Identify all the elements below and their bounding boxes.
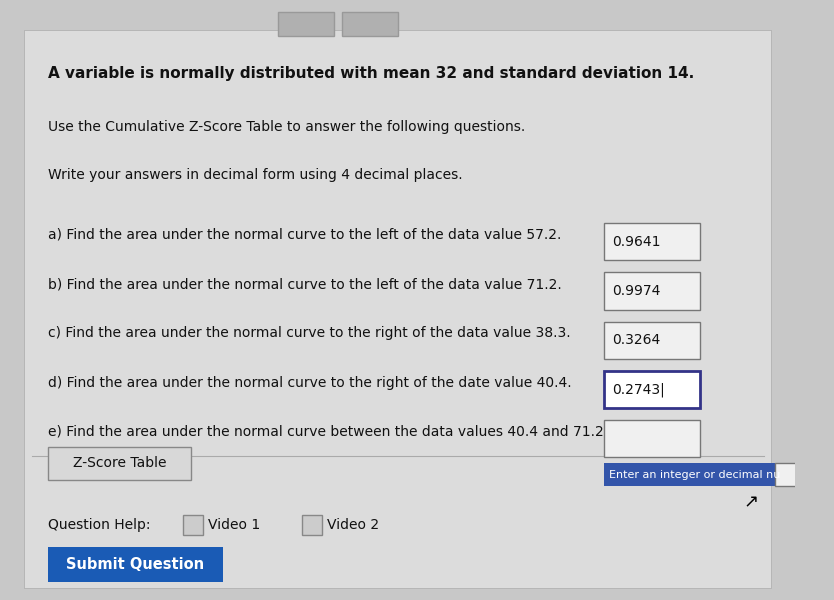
Text: Enter an integer or decimal nu: Enter an integer or decimal nu — [609, 470, 781, 479]
Text: Use the Cumulative Z-Score Table to answer the following questions.: Use the Cumulative Z-Score Table to answ… — [48, 120, 525, 134]
Text: Question Help:: Question Help: — [48, 518, 150, 532]
Text: Submit Question: Submit Question — [66, 557, 204, 572]
FancyBboxPatch shape — [605, 223, 700, 260]
FancyBboxPatch shape — [302, 515, 322, 535]
FancyBboxPatch shape — [605, 420, 700, 457]
Text: a) Find the area under the normal curve to the left of the data value 57.2.: a) Find the area under the normal curve … — [48, 228, 561, 242]
Text: A variable is normally distributed with mean 32 and standard deviation 14.: A variable is normally distributed with … — [48, 66, 694, 81]
FancyBboxPatch shape — [279, 12, 334, 36]
Text: Z-Score Table: Z-Score Table — [73, 457, 166, 470]
FancyBboxPatch shape — [605, 322, 700, 359]
Text: 0.9641: 0.9641 — [612, 235, 661, 249]
FancyBboxPatch shape — [605, 371, 700, 408]
FancyBboxPatch shape — [183, 515, 203, 535]
Text: ↗: ↗ — [744, 493, 759, 511]
Text: e) Find the area under the normal curve between the data values 40.4 and 71.2.: e) Find the area under the normal curve … — [48, 425, 608, 439]
FancyBboxPatch shape — [48, 547, 223, 582]
FancyBboxPatch shape — [605, 463, 776, 486]
Text: Video 1: Video 1 — [208, 518, 260, 532]
FancyBboxPatch shape — [24, 30, 771, 588]
Text: 0.9974: 0.9974 — [612, 284, 661, 298]
Text: 0.3264: 0.3264 — [612, 333, 661, 347]
Text: d) Find the area under the normal curve to the right of the date value 40.4.: d) Find the area under the normal curve … — [48, 376, 571, 389]
FancyBboxPatch shape — [48, 447, 191, 480]
FancyBboxPatch shape — [342, 12, 398, 36]
FancyBboxPatch shape — [605, 272, 700, 310]
Text: b) Find the area under the normal curve to the left of the data value 71.2.: b) Find the area under the normal curve … — [48, 277, 561, 291]
Text: c) Find the area under the normal curve to the right of the data value 38.3.: c) Find the area under the normal curve … — [48, 326, 570, 340]
Text: Write your answers in decimal form using 4 decimal places.: Write your answers in decimal form using… — [48, 168, 462, 182]
Text: Video 2: Video 2 — [327, 518, 379, 532]
Text: 0.2743|: 0.2743| — [612, 382, 666, 397]
FancyBboxPatch shape — [776, 463, 834, 486]
